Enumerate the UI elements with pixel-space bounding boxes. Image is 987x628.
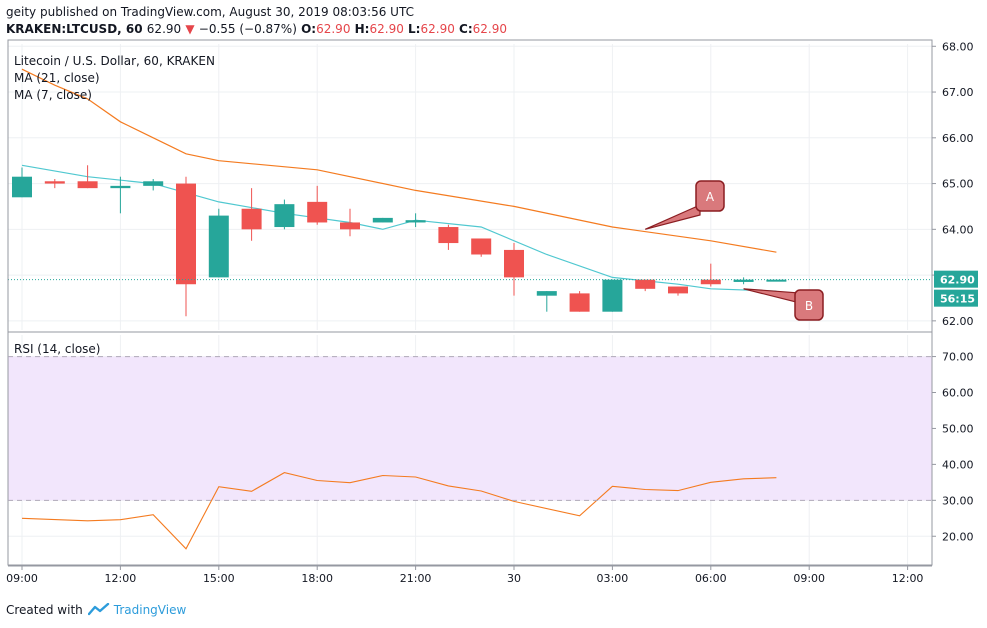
candle-body: [77, 181, 98, 189]
time-tick-label: 06:00: [695, 572, 727, 585]
rsi-tick-label: 60.00: [942, 387, 974, 400]
plot-border: [7, 39, 933, 566]
candle-body: [700, 279, 721, 285]
time-tick-label: 15:00: [203, 572, 235, 585]
candle-body: [44, 181, 65, 184]
open-label: O:: [301, 22, 317, 36]
last-price: 62.90: [146, 22, 182, 36]
rsi-tick-label: 50.00: [942, 422, 974, 435]
axes: 62.0063.0064.0065.0066.0067.0068.0020.00…: [6, 40, 978, 585]
rsi-tick-label: 30.00: [942, 494, 974, 507]
created-with-text: Created with: [6, 603, 83, 617]
price-tick-label: 62.00: [942, 315, 974, 328]
ohlc-bar: KRAKEN:LTCUSD, 60 62.90 ▼ −0.55 (−0.87%)…: [6, 22, 507, 36]
countdown-box: [934, 289, 978, 307]
current-price-box: [934, 270, 978, 288]
candle-body: [635, 279, 656, 289]
candle-body: [110, 185, 131, 189]
candle-body: [733, 279, 754, 282]
time-tick-label: 03:00: [597, 572, 629, 585]
high-label: H:: [354, 22, 370, 36]
price-tick-label: 64.00: [942, 223, 974, 236]
ma21-line: [21, 68, 777, 253]
chart-title: Litecoin / U.S. Dollar, 60, KRAKEN: [14, 54, 215, 68]
ma7-legend: MA (7, close): [14, 88, 92, 102]
rsi-line: [21, 472, 777, 550]
price-tick-label: 65.00: [942, 178, 974, 191]
low-label: L:: [408, 22, 421, 36]
candle-body: [602, 279, 623, 312]
callout-a-box: [695, 180, 725, 212]
tradingview-logo-icon: [87, 603, 109, 616]
rsi-legend: RSI (14, close): [14, 342, 100, 356]
callout-b-label: B: [805, 299, 813, 313]
annotations: AB: [644, 180, 824, 321]
low-value: 62.90: [420, 22, 455, 36]
countdown-label: 56:15: [940, 293, 975, 306]
rsi-tick-label: 70.00: [942, 351, 974, 364]
candle-body: [405, 220, 426, 223]
price-tick-label: 68.00: [942, 40, 974, 53]
time-tick-label: 12:00: [892, 572, 924, 585]
time-tick-label: 09:00: [793, 572, 825, 585]
time-tick-label: 09:00: [6, 572, 38, 585]
candles: [8, 165, 932, 317]
callout-a-label: A: [706, 190, 715, 204]
candle-body: [668, 286, 688, 294]
callout-a-pointer: [644, 204, 701, 230]
time-tick-label: 12:00: [105, 572, 137, 585]
time-tick-label: 18:00: [301, 572, 333, 585]
ma21-legend: MA (21, close): [14, 71, 100, 85]
ma7-series: [21, 164, 777, 292]
symbol-label: KRAKEN:LTCUSD, 60: [6, 22, 143, 36]
footer: Created with TradingView: [6, 603, 186, 617]
candle-body: [569, 293, 590, 312]
callout-b-pointer: [743, 288, 801, 304]
ma7-line: [21, 164, 777, 292]
candle-body: [438, 227, 459, 244]
rsi-series: [21, 472, 777, 550]
ma21-series: [21, 68, 777, 253]
candle-body: [143, 181, 164, 186]
time-tick-label: 30: [507, 572, 521, 585]
candle-body: [208, 215, 229, 278]
candle-body: [340, 222, 360, 230]
candle-body: [176, 183, 196, 285]
price-change: −0.55 (−0.87%): [198, 22, 297, 36]
publisher-name[interactable]: geity: [6, 5, 37, 19]
price-tick-label: 67.00: [942, 86, 974, 99]
current-price-label: 62.90: [940, 274, 975, 287]
candle-body: [372, 217, 393, 223]
close-label: C:: [459, 22, 473, 36]
publish-info: geity published on TradingView.com, Augu…: [6, 5, 414, 19]
published-text: published on TradingView.com, August 30,…: [39, 5, 414, 19]
open-value: 62.90: [316, 22, 351, 36]
rsi-tick-label: 20.00: [942, 530, 974, 543]
chart-legend: Litecoin / U.S. Dollar, 60, KRAKEN MA (2…: [14, 54, 215, 356]
candle-body: [766, 279, 787, 282]
candle-body: [536, 291, 557, 296]
rsi-tick-label: 40.00: [942, 458, 974, 471]
candle-body: [274, 204, 295, 228]
candle-body: [12, 176, 32, 198]
rsi-band: [8, 356, 932, 501]
tradingview-brand[interactable]: TradingView: [113, 603, 187, 617]
high-value: 62.90: [369, 22, 404, 36]
chart-frame: [7, 39, 933, 567]
price-tick-label: 66.00: [942, 132, 974, 145]
close-value: 62.90: [472, 22, 507, 36]
candle-body: [307, 201, 328, 223]
down-arrow-icon: ▼: [185, 22, 195, 36]
candle-body: [471, 238, 492, 255]
callout-b-box: [794, 289, 824, 321]
candle-body: [504, 249, 524, 278]
time-tick-label: 21:00: [400, 572, 432, 585]
candle-body: [241, 208, 262, 230]
